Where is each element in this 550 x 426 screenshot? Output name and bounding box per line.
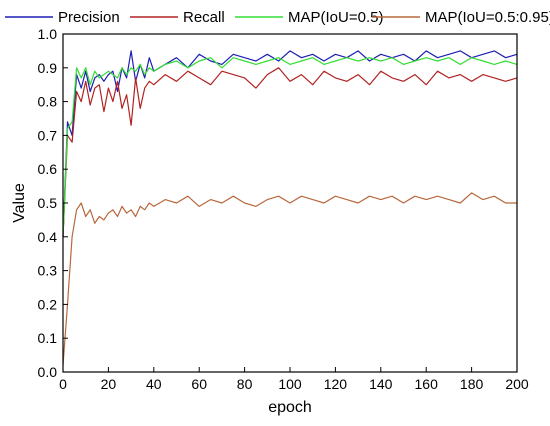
y-tick-label: 1.0 xyxy=(38,26,58,42)
series-line-4 xyxy=(62,192,517,366)
y-tick-label: 0.8 xyxy=(38,94,58,110)
x-tick-label: 20 xyxy=(101,376,117,392)
y-tick-label: 0.0 xyxy=(38,364,58,380)
legend: Precision Recall MAP(IoU=0.5) MAP(IoU=0.5:0… xyxy=(5,9,550,26)
y-tick-label: 0.2 xyxy=(38,296,58,312)
x-tick-label: 180 xyxy=(460,376,484,392)
axis-ticks: 0 20 40 60 80 100 120 140 160 180 200 0.0 0.1 0.2 0.3 0… xyxy=(38,26,529,392)
series-line-3 xyxy=(62,57,518,237)
x-tick-label: 60 xyxy=(191,376,207,392)
series-line-1 xyxy=(62,50,518,237)
x-tick-label: 40 xyxy=(146,376,162,392)
y-tick-label: 0.3 xyxy=(38,263,58,279)
y-tick-label: 0.7 xyxy=(38,127,58,143)
x-tick-label: 0 xyxy=(59,376,67,392)
y-tick-label: 0.6 xyxy=(38,161,58,177)
legend-label-2: Recall xyxy=(183,9,225,26)
x-tick-label: 140 xyxy=(369,376,393,392)
x-tick-label: 80 xyxy=(237,376,253,392)
x-axis-label: epoch xyxy=(268,399,312,416)
y-tick-label: 0.4 xyxy=(38,229,58,245)
y-axis-label: Value xyxy=(11,183,28,223)
legend-label-4: MAP(IoU=0.5:0.95) xyxy=(425,9,550,26)
legend-label-1: Precision xyxy=(58,9,120,26)
x-tick-label: 120 xyxy=(324,376,348,392)
y-tick-label: 0.1 xyxy=(38,330,58,346)
x-tick-label: 160 xyxy=(415,376,439,392)
legend-label-3: MAP(IoU=0.5) xyxy=(288,9,383,26)
x-tick-label: 100 xyxy=(278,376,302,392)
series-line-2 xyxy=(62,67,518,237)
y-tick-label: 0.5 xyxy=(38,195,58,211)
y-tick-label: 0.9 xyxy=(38,60,58,76)
series-lines xyxy=(62,50,518,366)
x-tick-label: 200 xyxy=(505,376,529,392)
